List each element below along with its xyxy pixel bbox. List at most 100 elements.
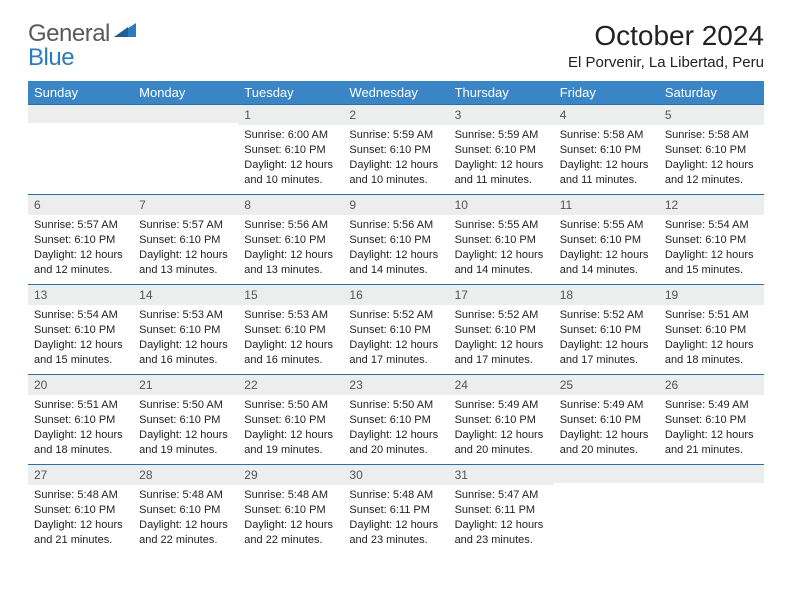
sunset-text: Sunset: 6:10 PM <box>34 413 127 428</box>
day-cell-inner: 10Sunrise: 5:55 AMSunset: 6:10 PMDayligh… <box>449 195 554 284</box>
daylight-line1: Daylight: 12 hours <box>34 428 127 443</box>
sunset-text: Sunset: 6:10 PM <box>244 233 337 248</box>
daylight-line1: Daylight: 12 hours <box>139 338 232 353</box>
week-row: 13Sunrise: 5:54 AMSunset: 6:10 PMDayligh… <box>28 285 764 375</box>
day-number: 16 <box>343 285 448 305</box>
sunrise-text: Sunrise: 5:48 AM <box>244 488 337 503</box>
day-content: Sunrise: 5:57 AMSunset: 6:10 PMDaylight:… <box>28 215 133 282</box>
sunrise-text: Sunrise: 5:57 AM <box>139 218 232 233</box>
day-cell: 8Sunrise: 5:56 AMSunset: 6:10 PMDaylight… <box>238 195 343 285</box>
day-header: Monday <box>133 81 238 105</box>
sunset-text: Sunset: 6:10 PM <box>665 323 758 338</box>
day-cell-inner: 27Sunrise: 5:48 AMSunset: 6:10 PMDayligh… <box>28 465 133 555</box>
day-content: Sunrise: 5:57 AMSunset: 6:10 PMDaylight:… <box>133 215 238 282</box>
daylight-line2: and 20 minutes. <box>560 443 653 458</box>
daylight-line2: and 20 minutes. <box>455 443 548 458</box>
day-cell-inner: 31Sunrise: 5:47 AMSunset: 6:11 PMDayligh… <box>449 465 554 555</box>
day-cell-inner: 11Sunrise: 5:55 AMSunset: 6:10 PMDayligh… <box>554 195 659 284</box>
daylight-line1: Daylight: 12 hours <box>665 248 758 263</box>
sunset-text: Sunset: 6:10 PM <box>665 233 758 248</box>
day-content: Sunrise: 5:54 AMSunset: 6:10 PMDaylight:… <box>659 215 764 282</box>
sunset-text: Sunset: 6:10 PM <box>455 413 548 428</box>
day-content: Sunrise: 5:48 AMSunset: 6:10 PMDaylight:… <box>133 485 238 552</box>
day-cell-inner: 20Sunrise: 5:51 AMSunset: 6:10 PMDayligh… <box>28 375 133 464</box>
sunset-text: Sunset: 6:10 PM <box>349 323 442 338</box>
day-cell: 15Sunrise: 5:53 AMSunset: 6:10 PMDayligh… <box>238 285 343 375</box>
empty-day-content <box>554 483 659 491</box>
daylight-line2: and 21 minutes. <box>34 533 127 548</box>
daylight-line2: and 23 minutes. <box>349 533 442 548</box>
day-cell-inner: 30Sunrise: 5:48 AMSunset: 6:11 PMDayligh… <box>343 465 448 555</box>
day-cell-inner: 18Sunrise: 5:52 AMSunset: 6:10 PMDayligh… <box>554 285 659 374</box>
day-cell-inner: 14Sunrise: 5:53 AMSunset: 6:10 PMDayligh… <box>133 285 238 374</box>
day-cell-inner: 6Sunrise: 5:57 AMSunset: 6:10 PMDaylight… <box>28 195 133 284</box>
daylight-line1: Daylight: 12 hours <box>455 338 548 353</box>
day-content: Sunrise: 5:59 AMSunset: 6:10 PMDaylight:… <box>343 125 448 192</box>
sunrise-text: Sunrise: 5:49 AM <box>665 398 758 413</box>
day-cell: 16Sunrise: 5:52 AMSunset: 6:10 PMDayligh… <box>343 285 448 375</box>
daylight-line2: and 20 minutes. <box>349 443 442 458</box>
sunset-text: Sunset: 6:10 PM <box>139 503 232 518</box>
day-number: 14 <box>133 285 238 305</box>
day-header: Sunday <box>28 81 133 105</box>
day-cell: 7Sunrise: 5:57 AMSunset: 6:10 PMDaylight… <box>133 195 238 285</box>
day-cell: 30Sunrise: 5:48 AMSunset: 6:11 PMDayligh… <box>343 465 448 555</box>
day-number: 8 <box>238 195 343 215</box>
sunset-text: Sunset: 6:10 PM <box>244 143 337 158</box>
calendar-table: Sunday Monday Tuesday Wednesday Thursday… <box>28 81 764 555</box>
day-content: Sunrise: 5:49 AMSunset: 6:10 PMDaylight:… <box>659 395 764 462</box>
day-content: Sunrise: 5:50 AMSunset: 6:10 PMDaylight:… <box>133 395 238 462</box>
day-number: 10 <box>449 195 554 215</box>
day-number: 26 <box>659 375 764 395</box>
day-cell-inner <box>659 465 764 555</box>
daylight-line2: and 17 minutes. <box>560 353 653 368</box>
empty-day-number <box>133 105 238 123</box>
sunrise-text: Sunrise: 5:56 AM <box>349 218 442 233</box>
day-cell: 17Sunrise: 5:52 AMSunset: 6:10 PMDayligh… <box>449 285 554 375</box>
day-cell: 26Sunrise: 5:49 AMSunset: 6:10 PMDayligh… <box>659 375 764 465</box>
daylight-line1: Daylight: 12 hours <box>349 158 442 173</box>
sunrise-text: Sunrise: 5:48 AM <box>139 488 232 503</box>
empty-day-number <box>659 465 764 483</box>
location-subtitle: El Porvenir, La Libertad, Peru <box>568 54 764 71</box>
calendar-page: General October 2024 El Porvenir, La Lib… <box>0 0 792 565</box>
daylight-line2: and 14 minutes. <box>560 263 653 278</box>
day-cell-inner: 17Sunrise: 5:52 AMSunset: 6:10 PMDayligh… <box>449 285 554 374</box>
day-number: 9 <box>343 195 448 215</box>
day-number: 17 <box>449 285 554 305</box>
daylight-line2: and 22 minutes. <box>244 533 337 548</box>
sunset-text: Sunset: 6:10 PM <box>349 143 442 158</box>
page-header: General October 2024 El Porvenir, La Lib… <box>28 20 764 71</box>
day-header: Wednesday <box>343 81 448 105</box>
day-cell-inner <box>133 105 238 194</box>
day-cell-inner: 28Sunrise: 5:48 AMSunset: 6:10 PMDayligh… <box>133 465 238 555</box>
day-header: Thursday <box>449 81 554 105</box>
day-content: Sunrise: 5:48 AMSunset: 6:11 PMDaylight:… <box>343 485 448 552</box>
sunrise-text: Sunrise: 5:53 AM <box>244 308 337 323</box>
day-cell-inner: 25Sunrise: 5:49 AMSunset: 6:10 PMDayligh… <box>554 375 659 464</box>
sunrise-text: Sunrise: 5:54 AM <box>665 218 758 233</box>
day-cell-inner: 23Sunrise: 5:50 AMSunset: 6:10 PMDayligh… <box>343 375 448 464</box>
sunset-text: Sunset: 6:10 PM <box>665 413 758 428</box>
sunrise-text: Sunrise: 5:48 AM <box>349 488 442 503</box>
day-cell-inner: 21Sunrise: 5:50 AMSunset: 6:10 PMDayligh… <box>133 375 238 464</box>
sunset-text: Sunset: 6:10 PM <box>455 143 548 158</box>
day-number: 30 <box>343 465 448 485</box>
sunset-text: Sunset: 6:10 PM <box>139 323 232 338</box>
daylight-line1: Daylight: 12 hours <box>455 428 548 443</box>
day-content: Sunrise: 5:52 AMSunset: 6:10 PMDaylight:… <box>449 305 554 372</box>
daylight-line1: Daylight: 12 hours <box>244 338 337 353</box>
sunset-text: Sunset: 6:10 PM <box>34 323 127 338</box>
day-content: Sunrise: 5:50 AMSunset: 6:10 PMDaylight:… <box>238 395 343 462</box>
day-number: 22 <box>238 375 343 395</box>
day-cell-inner: 24Sunrise: 5:49 AMSunset: 6:10 PMDayligh… <box>449 375 554 464</box>
day-cell-inner: 7Sunrise: 5:57 AMSunset: 6:10 PMDaylight… <box>133 195 238 284</box>
sunrise-text: Sunrise: 5:49 AM <box>560 398 653 413</box>
daylight-line1: Daylight: 12 hours <box>244 518 337 533</box>
daylight-line1: Daylight: 12 hours <box>349 338 442 353</box>
day-cell-inner: 16Sunrise: 5:52 AMSunset: 6:10 PMDayligh… <box>343 285 448 374</box>
daylight-line2: and 10 minutes. <box>349 173 442 188</box>
day-cell: 6Sunrise: 5:57 AMSunset: 6:10 PMDaylight… <box>28 195 133 285</box>
daylight-line1: Daylight: 12 hours <box>34 518 127 533</box>
day-number: 11 <box>554 195 659 215</box>
